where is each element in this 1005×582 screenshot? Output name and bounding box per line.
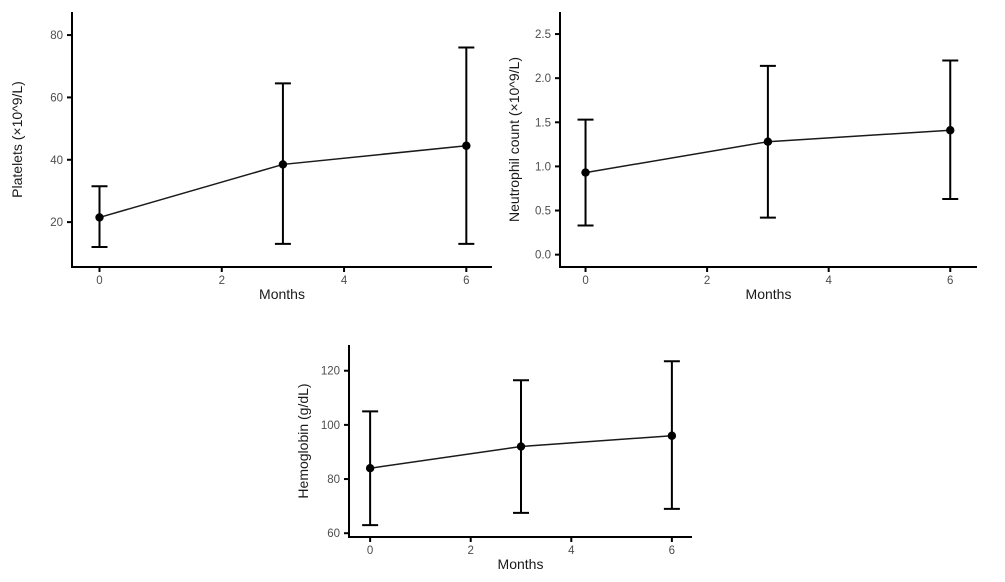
data-point: [667, 431, 677, 440]
x-tick-label: 6: [669, 545, 675, 557]
y-tick-label: 120: [321, 366, 340, 378]
y-tick-label: 0.5: [535, 206, 551, 218]
data-point: [95, 213, 104, 222]
y-axis-title: Platelets (×10^9/L): [9, 81, 25, 198]
neutrophil-chart: 0.0 0.5 1.0 1.5 2.0 2.5 0 2 4 6 Months Neutrophil c…: [505, 0, 1005, 305]
hemoglobin-plot: 60 80 100 120 0 2 4 6 Months Hemoglobin (g/dL): [295, 345, 692, 572]
x-axis-title: Months: [746, 286, 792, 302]
x-tick-label: 0: [96, 275, 102, 287]
data-point: [581, 168, 590, 177]
data-point: [763, 137, 773, 146]
platelets-chart: 20 40 60 80 0 2 4 6 Months Platelets (×10^9/L): [0, 0, 500, 305]
x-tick-label: 2: [219, 275, 225, 287]
y-axis-title: Neutrophil count (×10^9/L): [506, 57, 522, 222]
y-tick-label: 0.0: [535, 250, 551, 262]
y-tick-label: 2.0: [535, 73, 551, 85]
data-point: [462, 141, 471, 150]
y-tick-label: 60: [50, 92, 63, 104]
x-tick-label: 2: [468, 545, 474, 557]
y-tick-label: 20: [50, 217, 63, 229]
platelets-plot: 20 40 60 80 0 2 4 6 Months Platelets (×10^9/L): [9, 12, 492, 302]
y-tick-label: 80: [327, 474, 340, 486]
y-axis-title: Hemoglobin (g/dL): [295, 383, 311, 498]
data-point: [365, 464, 375, 473]
x-tick-label: 2: [704, 275, 710, 287]
x-tick-label: 4: [568, 545, 575, 557]
neutrophil-plot: 0.0 0.5 1.0 1.5 2.0 2.5 0 2 4 6 Months Neutrophil c…: [506, 12, 977, 302]
hemoglobin-chart: 60 80 100 120 0 2 4 6 Months Hemoglobin (g/dL): [280, 310, 780, 582]
x-tick-label: 4: [341, 275, 348, 287]
y-tick-label: 80: [50, 30, 63, 42]
data-point: [946, 126, 955, 135]
y-tick-label: 1.0: [535, 161, 551, 173]
x-tick-label: 6: [947, 275, 953, 287]
x-tick-label: 0: [582, 275, 588, 287]
x-tick-label: 0: [367, 545, 373, 557]
y-tick-label: 100: [321, 420, 340, 432]
y-tick-label: 2.5: [535, 29, 551, 41]
y-tick-label: 1.5: [535, 117, 551, 129]
data-point: [278, 160, 288, 169]
x-axis-title: Months: [498, 556, 544, 572]
y-tick-label: 60: [327, 528, 340, 540]
y-tick-label: 40: [50, 155, 63, 167]
data-point: [516, 442, 526, 451]
x-tick-label: 6: [463, 275, 469, 287]
x-tick-label: 4: [825, 275, 832, 287]
x-axis-title: Months: [259, 286, 305, 302]
